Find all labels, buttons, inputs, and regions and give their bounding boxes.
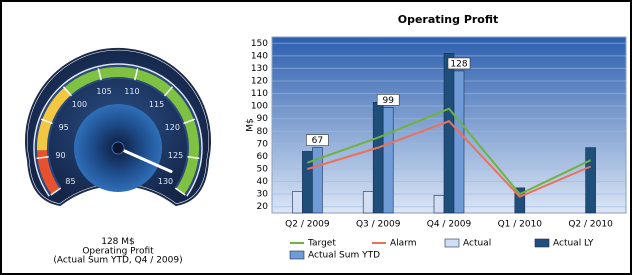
bar: [434, 195, 444, 213]
bar: [373, 102, 383, 213]
x-tick-label: Q2 / 2009: [285, 220, 330, 230]
bar: [383, 107, 393, 213]
gauge-tick-label: 105: [96, 87, 111, 96]
y-axis-label: M$: [246, 118, 256, 132]
gauge-tick-label: 85: [65, 177, 75, 186]
y-tick-label: 150: [251, 39, 268, 49]
data-label: 128: [450, 59, 467, 69]
gauge-unit: M$: [121, 237, 135, 247]
gauge-tick-label: 100: [72, 100, 87, 109]
dashboard: 85 90 95 100 105 110 115 120 125 130 128 M$ Opera…: [0, 0, 632, 275]
bar: [454, 71, 464, 213]
legend-label: Target: [307, 239, 336, 249]
bar: [444, 53, 454, 213]
bar: [586, 148, 596, 213]
legend-swatch: [290, 251, 304, 259]
y-tick-label: 90: [257, 114, 269, 124]
x-tick-label: Q2 / 2010: [568, 220, 613, 230]
bar: [363, 192, 373, 213]
data-label: 67: [312, 136, 323, 146]
y-tick-label: 100: [251, 102, 268, 112]
x-tick-label: Q4 / 2009: [427, 220, 472, 230]
legend-label: Actual: [463, 239, 491, 249]
gauge-tick-label: 125: [168, 151, 183, 160]
bar: [292, 192, 302, 213]
gauge-value-number: 128: [101, 237, 118, 247]
gauge-tick-label: 95: [59, 123, 69, 132]
y-tick-label: 120: [251, 77, 268, 87]
legend-swatch: [445, 239, 459, 247]
gauge-tick-label: 120: [165, 123, 180, 132]
gauge-value: 128 M$: [101, 237, 135, 247]
gauge-hub: [112, 142, 124, 154]
gauge-tick-label: 115: [149, 100, 164, 109]
legend-swatch: [535, 239, 549, 247]
gauge-tick-label: 110: [124, 87, 139, 96]
data-label: 99: [382, 96, 394, 106]
y-tick-label: 60: [257, 152, 269, 162]
y-tick-label: 70: [257, 139, 269, 149]
y-tick-label: 30: [257, 190, 269, 200]
legend-label: Alarm: [390, 239, 416, 249]
gauge-sublabel: (Actual Sum YTD, Q4 / 2009): [53, 256, 182, 266]
y-tick-label: 140: [251, 51, 268, 61]
y-tick-label: 50: [257, 165, 269, 175]
y-tick-label: 130: [251, 64, 268, 74]
legend-label: Actual LY: [553, 239, 594, 249]
y-tick-label: 110: [251, 89, 268, 99]
y-tick-label: 40: [257, 177, 269, 187]
chart-title: Operating Profit: [398, 13, 499, 26]
x-tick-label: Q1 / 2010: [498, 220, 543, 230]
gauge-tick-label: 130: [158, 177, 173, 186]
y-tick-label: 80: [257, 127, 269, 137]
legend-label: Actual Sum YTD: [308, 251, 380, 261]
x-tick-label: Q3 / 2009: [356, 220, 401, 230]
y-tick-label: 20: [257, 202, 269, 212]
gauge-tick-label: 90: [55, 151, 65, 160]
